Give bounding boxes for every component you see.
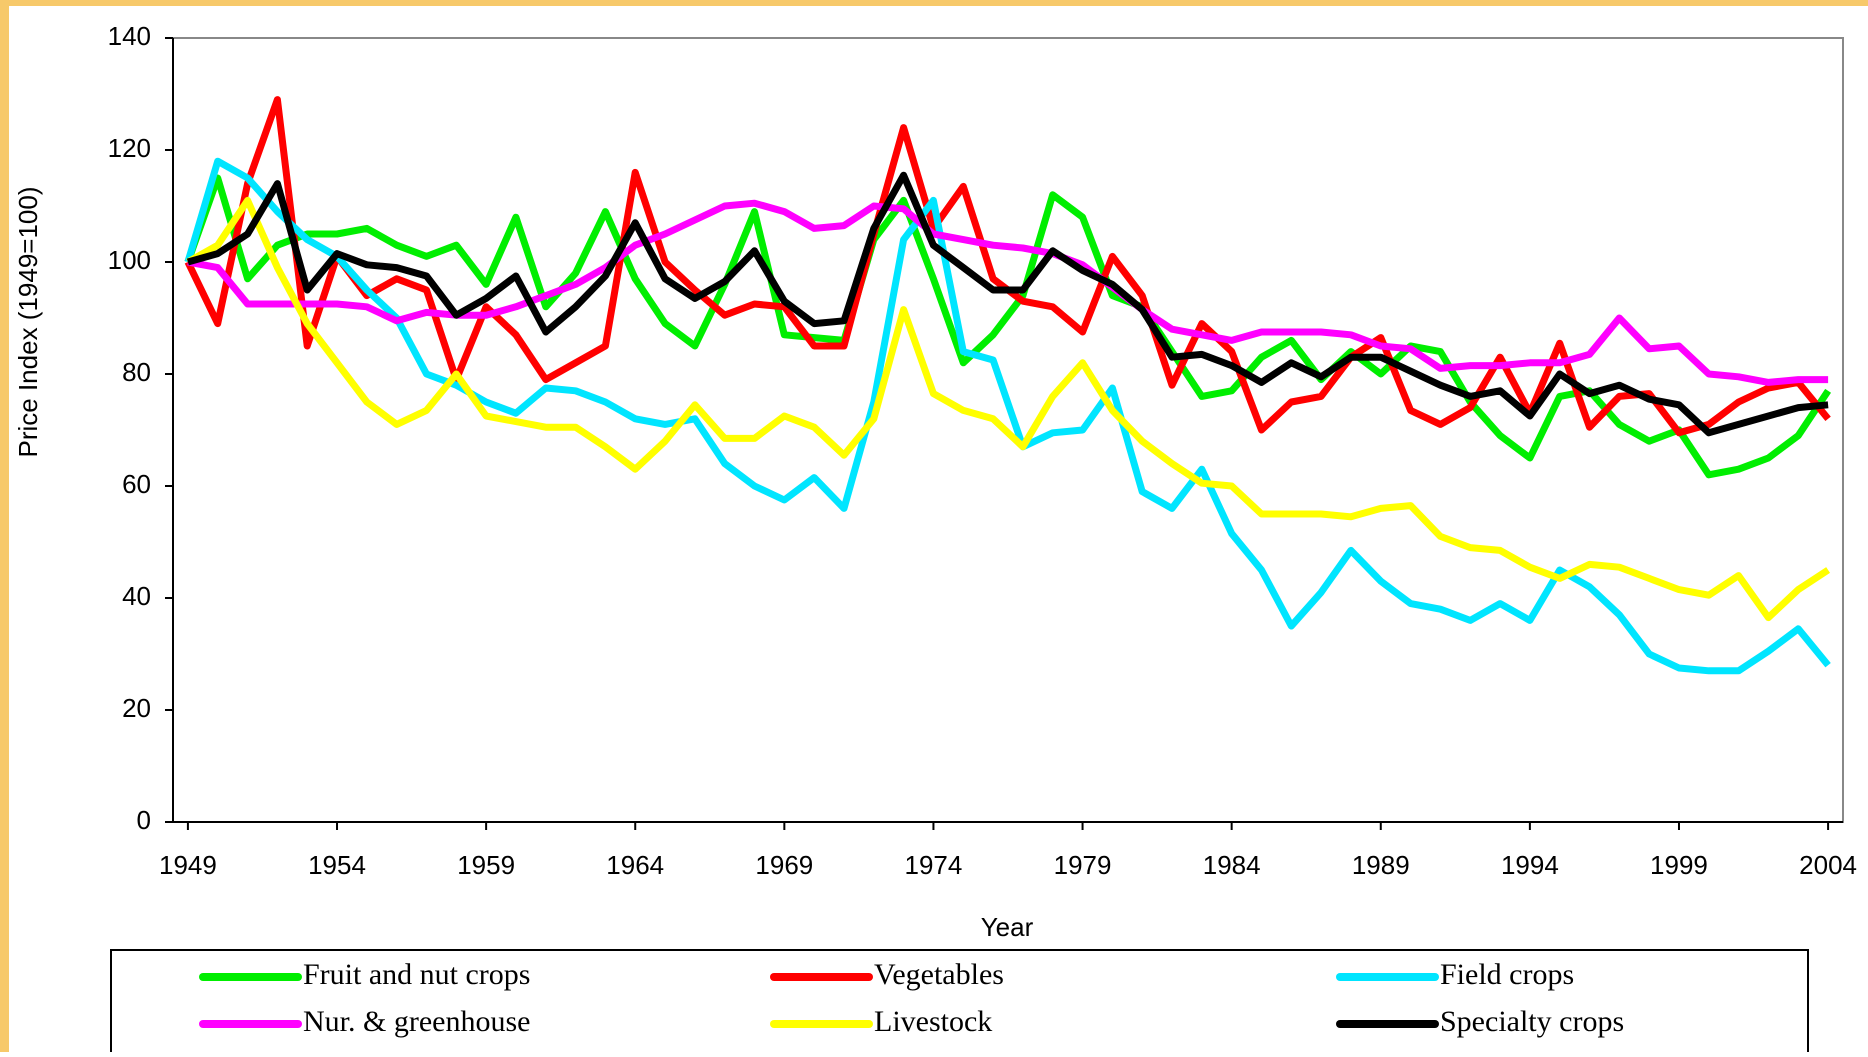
x-tick-label: 1989	[1352, 850, 1410, 880]
x-tick-label: 1994	[1501, 850, 1559, 880]
y-tick-label: 140	[108, 21, 151, 51]
x-tick-label: 1974	[905, 850, 963, 880]
y-tick-label: 40	[122, 581, 151, 611]
series-line	[184, 96, 1831, 437]
series-line	[186, 196, 1831, 622]
legend-label: Nur. & greenhouse	[303, 1005, 530, 1038]
y-tick-label: 120	[108, 133, 151, 163]
x-tick-label: 1984	[1203, 850, 1261, 880]
legend-label: Fruit and nut crops	[303, 958, 530, 991]
legend-label: Livestock	[874, 1005, 992, 1038]
x-axis-title: Year	[981, 912, 1034, 942]
x-tick-label: 1954	[308, 850, 366, 880]
legend-label: Vegetables	[874, 958, 1004, 991]
y-tick-label: 60	[122, 469, 151, 499]
series-line	[186, 171, 1829, 437]
legend-label: Specialty crops	[1440, 1005, 1624, 1038]
x-tick-label: 1964	[606, 850, 664, 880]
y-tick-label: 100	[108, 245, 151, 275]
legend-label: Field crops	[1440, 958, 1574, 991]
x-tick-label: 1949	[159, 850, 217, 880]
x-tick-label: 1999	[1650, 850, 1708, 880]
x-tick-label: 1959	[457, 850, 515, 880]
y-axis-title: Price Index (1949=100)	[13, 186, 43, 457]
y-tick-label: 20	[122, 693, 151, 723]
y-tick-label: 0	[137, 805, 151, 835]
x-tick-label: 2004	[1799, 850, 1857, 880]
y-tick-label: 80	[122, 357, 151, 387]
frame-top	[0, 0, 1868, 6]
frame-left	[0, 0, 9, 1052]
x-tick-label: 1969	[755, 850, 813, 880]
x-tick-label: 1979	[1054, 850, 1112, 880]
series-line	[184, 174, 1832, 479]
legend-box	[110, 949, 1809, 1057]
